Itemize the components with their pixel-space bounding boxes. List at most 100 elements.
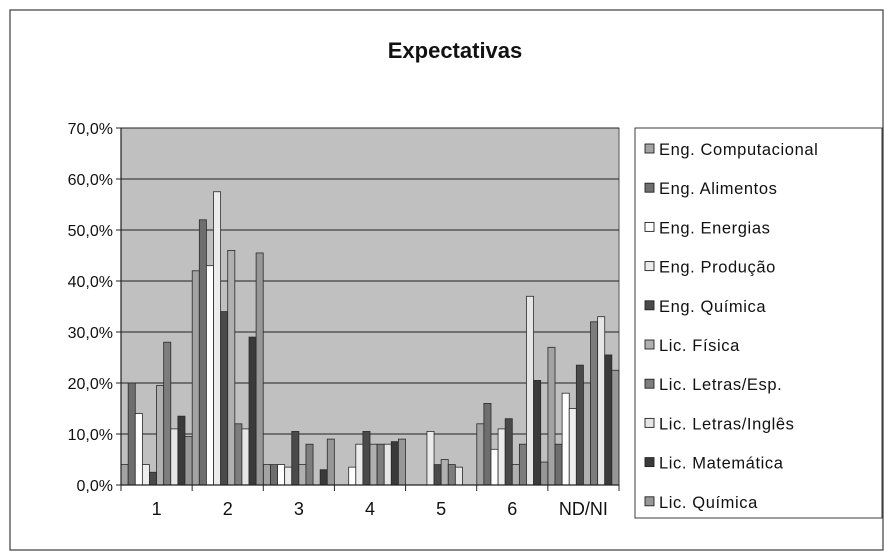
legend-swatch <box>644 221 655 232</box>
bar <box>490 448 499 486</box>
bar <box>547 346 556 486</box>
x-tick-label: 6 <box>507 499 517 519</box>
legend-label: Lic. Letras/Esp. <box>659 376 782 394</box>
bars <box>120 191 620 486</box>
legend-label: Lic. Física <box>659 337 740 355</box>
x-tick-label: 2 <box>223 499 233 519</box>
bar <box>156 385 165 486</box>
bar <box>497 428 506 486</box>
legend-swatch <box>644 496 655 507</box>
y-tick-label: 70,0% <box>68 121 113 138</box>
bar <box>426 431 435 486</box>
bar <box>227 249 236 486</box>
chart-title: Expectativas <box>388 38 523 63</box>
bar <box>526 295 534 486</box>
x-tick-label: ND/NI <box>559 499 608 519</box>
y-tick-label: 0,0% <box>77 478 113 495</box>
y-tick-label: 10,0% <box>68 427 113 444</box>
bar <box>583 382 591 486</box>
bar <box>561 392 570 486</box>
bar <box>369 443 378 486</box>
bar <box>447 464 456 486</box>
y-tick-label: 40,0% <box>68 274 113 291</box>
bar <box>390 441 399 486</box>
legend-label: Eng. Energias <box>659 219 770 237</box>
y-tick-label: 50,0% <box>68 223 113 240</box>
bar <box>184 436 193 486</box>
bar <box>305 443 314 486</box>
legend-swatch <box>644 417 655 428</box>
bar <box>170 428 179 486</box>
legend-swatch <box>644 457 655 468</box>
bar <box>433 464 442 486</box>
legend-box <box>634 127 883 519</box>
bar <box>248 336 257 486</box>
legend-swatch <box>644 143 655 154</box>
x-tick-label: 5 <box>436 499 446 519</box>
bar <box>454 466 463 486</box>
y-tick-label: 20,0% <box>68 376 113 393</box>
bar <box>149 471 157 486</box>
legend-swatch <box>644 300 655 311</box>
bar <box>397 438 406 486</box>
legend-swatch <box>644 261 655 272</box>
bar <box>348 466 357 486</box>
legend-label: Eng. Computacional <box>659 141 818 159</box>
legend-label: Eng. Alimentos <box>659 180 777 198</box>
bar <box>262 464 271 486</box>
bar <box>291 431 300 486</box>
bar <box>255 252 264 486</box>
bar <box>177 415 186 486</box>
bar <box>533 380 542 486</box>
bar <box>213 191 222 486</box>
bar <box>597 316 606 486</box>
bar <box>518 443 527 486</box>
bar <box>319 469 328 486</box>
legend-label: Lic. Letras/Inglês <box>659 415 795 433</box>
bar <box>590 321 599 486</box>
x-axis: 1 2 3 4 5 6 ND/NI <box>120 128 620 519</box>
bar <box>540 461 549 486</box>
bar <box>191 270 200 486</box>
bar <box>326 438 335 486</box>
bar <box>575 364 584 486</box>
bar <box>198 219 207 486</box>
legend-swatch <box>644 182 655 193</box>
bar <box>568 408 577 486</box>
bar <box>554 443 563 486</box>
bar <box>298 464 307 486</box>
legend-swatch <box>644 339 655 350</box>
legend-swatch <box>644 378 655 389</box>
legend-label: Eng. Produção <box>659 259 776 277</box>
bar <box>270 464 278 486</box>
bar <box>241 428 250 486</box>
bar <box>220 311 229 486</box>
bar <box>141 464 150 486</box>
bar <box>284 466 293 486</box>
bar <box>604 354 613 486</box>
bar <box>127 382 136 486</box>
bar <box>134 413 143 486</box>
x-tick-label: 1 <box>152 499 162 519</box>
x-tick-label: 3 <box>294 499 304 519</box>
bar <box>511 464 520 486</box>
y-tick-label: 30,0% <box>68 325 113 342</box>
legend-label: Lic. Matemática <box>659 455 784 473</box>
bar <box>611 369 620 486</box>
bar <box>376 443 385 486</box>
bar <box>163 341 172 486</box>
x-tick-label: 4 <box>365 499 375 519</box>
bar <box>440 459 449 486</box>
y-axis: 0,0% 10,0% 20,0% 30,0% 40,0% 50,0% 60,0% 70,0% <box>68 121 121 495</box>
bar <box>362 431 371 486</box>
bar <box>355 443 364 486</box>
bar <box>383 443 392 486</box>
bar <box>277 464 286 486</box>
bar <box>206 265 214 486</box>
y-tick-label: 60,0% <box>68 172 113 189</box>
legend: Eng. Computacional Eng. Alimentos Eng. Ene… <box>634 127 883 519</box>
bar <box>234 423 243 486</box>
bar <box>476 423 485 486</box>
